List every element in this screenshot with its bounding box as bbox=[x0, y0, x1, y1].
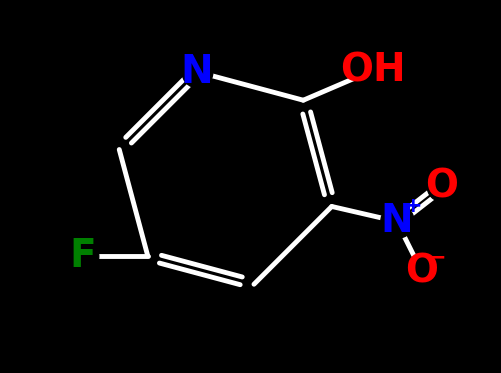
Text: N: N bbox=[380, 203, 413, 241]
Text: O: O bbox=[405, 253, 438, 291]
Text: N: N bbox=[181, 53, 213, 91]
Text: O: O bbox=[425, 167, 458, 206]
Text: −: − bbox=[427, 247, 446, 267]
Text: +: + bbox=[403, 197, 422, 216]
Text: OH: OH bbox=[341, 51, 406, 89]
Text: F: F bbox=[70, 237, 96, 275]
